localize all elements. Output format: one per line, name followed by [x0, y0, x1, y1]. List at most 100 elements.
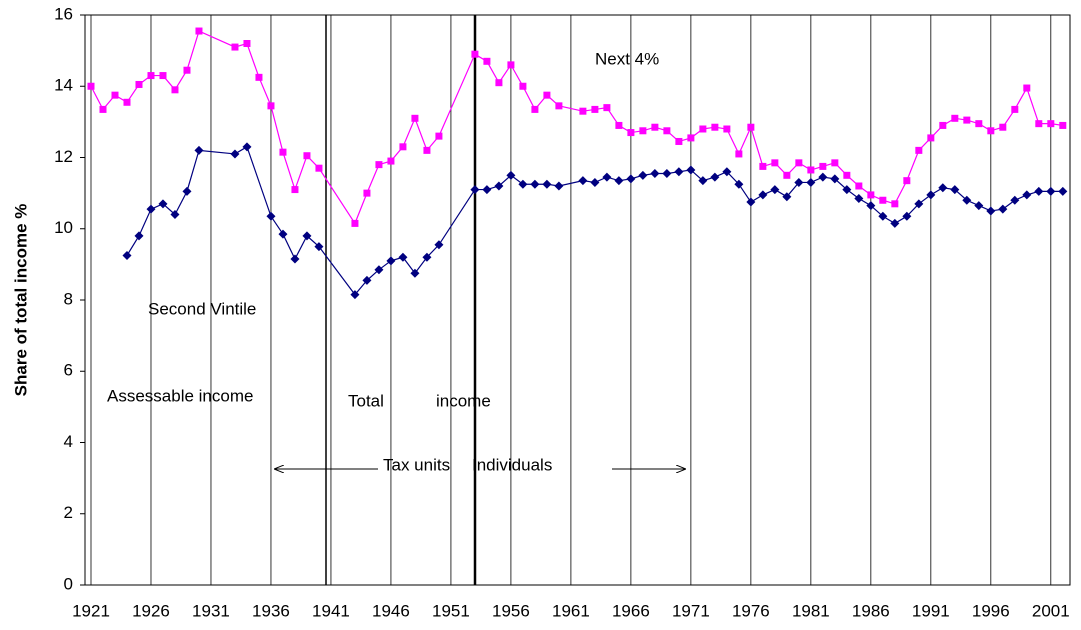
x-tick-label: 1991 [912, 601, 950, 620]
marker [902, 211, 912, 221]
marker [1046, 186, 1056, 196]
marker [1047, 120, 1055, 128]
marker [891, 200, 899, 208]
x-tick-label: 1981 [792, 601, 830, 620]
marker [470, 185, 480, 195]
marker [591, 105, 599, 113]
marker [890, 218, 900, 228]
marker [122, 250, 132, 260]
y-tick-label: 4 [64, 432, 73, 451]
y-tick-label: 14 [54, 76, 73, 95]
x-tick-label: 2001 [1032, 601, 1070, 620]
marker [374, 265, 384, 275]
marker [494, 181, 504, 191]
x-tick-label: 1966 [612, 601, 650, 620]
marker [987, 127, 995, 135]
marker [855, 182, 863, 190]
marker [590, 177, 600, 187]
marker [614, 176, 624, 186]
marker [99, 105, 107, 113]
marker [135, 80, 143, 88]
marker [831, 159, 839, 167]
marker [266, 211, 276, 221]
marker [171, 86, 179, 94]
x-tick-label: 1931 [192, 601, 230, 620]
marker [962, 195, 972, 205]
marker [819, 162, 827, 170]
marker [1059, 121, 1067, 129]
x-tick-label: 1951 [432, 601, 470, 620]
marker [879, 196, 887, 204]
marker [519, 82, 527, 90]
marker [975, 120, 983, 128]
marker [123, 98, 131, 106]
x-tick-label: 1956 [492, 601, 530, 620]
marker [290, 254, 300, 264]
marker [963, 116, 971, 124]
marker [350, 290, 360, 300]
marker [435, 132, 443, 140]
marker [675, 137, 683, 145]
marker [483, 57, 491, 65]
marker [134, 231, 144, 241]
marker [555, 102, 563, 110]
marker [351, 219, 359, 227]
marker [158, 199, 168, 209]
marker [914, 199, 924, 209]
x-tick-label: 1946 [372, 601, 410, 620]
marker [687, 134, 695, 142]
marker [867, 191, 875, 199]
marker [231, 43, 239, 51]
marker [578, 176, 588, 186]
marker [734, 179, 744, 189]
marker [530, 179, 540, 189]
marker [422, 252, 432, 262]
marker [482, 185, 492, 195]
marker [1058, 186, 1068, 196]
marker [974, 201, 984, 211]
x-tick-label: 1996 [972, 601, 1010, 620]
marker [1011, 105, 1019, 113]
marker [915, 146, 923, 154]
marker [542, 179, 552, 189]
marker [1010, 195, 1020, 205]
marker [146, 204, 156, 214]
marker [1023, 84, 1031, 92]
x-tick-label: 1926 [132, 601, 170, 620]
marker [770, 185, 780, 195]
x-tick-label: 1986 [852, 601, 890, 620]
marker [531, 105, 539, 113]
y-tick-label: 8 [64, 289, 73, 308]
marker [495, 79, 503, 87]
y-tick-label: 16 [54, 4, 73, 23]
marker [230, 149, 240, 159]
marker [626, 174, 636, 184]
marker [434, 240, 444, 250]
marker [651, 123, 659, 131]
marker [903, 177, 911, 185]
marker [830, 174, 840, 184]
marker [506, 170, 516, 180]
marker [843, 171, 851, 179]
marker [147, 72, 155, 80]
marker [375, 161, 383, 169]
x-tick-label: 1936 [252, 601, 290, 620]
marker [735, 150, 743, 158]
marker [111, 91, 119, 99]
marker [411, 114, 419, 122]
marker [722, 167, 732, 177]
marker [806, 177, 816, 187]
marker [627, 129, 635, 137]
y-tick-label: 6 [64, 361, 73, 380]
marker [927, 134, 935, 142]
y-tick-label: 0 [64, 574, 73, 593]
marker [758, 190, 768, 200]
marker [602, 172, 612, 182]
y-tick-label: 12 [54, 147, 73, 166]
annotation: income [436, 391, 491, 410]
marker [818, 172, 828, 182]
marker [242, 142, 252, 152]
marker [854, 193, 864, 203]
marker [291, 186, 299, 194]
marker [423, 146, 431, 154]
